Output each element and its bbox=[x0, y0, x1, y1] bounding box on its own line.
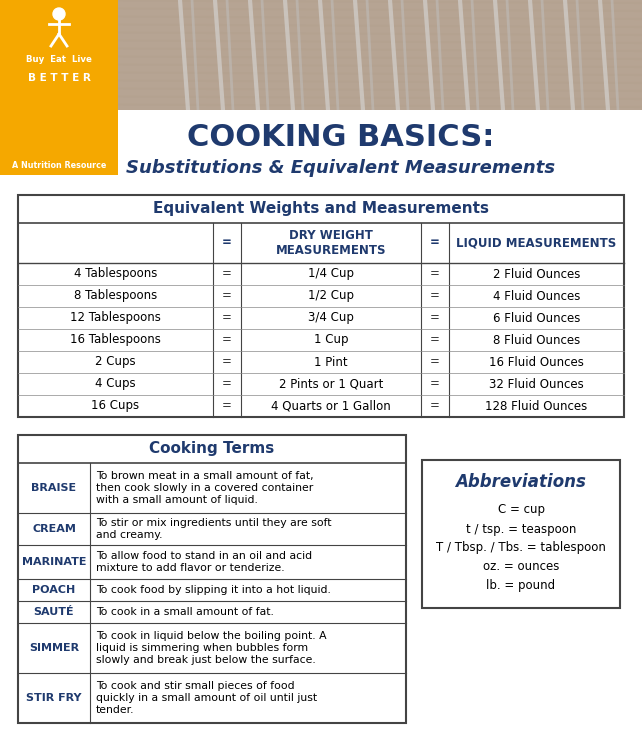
Text: Equivalent Weights and Measurements: Equivalent Weights and Measurements bbox=[153, 202, 489, 217]
Text: 32 Fluid Ounces: 32 Fluid Ounces bbox=[489, 377, 584, 391]
Text: =: = bbox=[222, 400, 232, 412]
Text: oz. = ounces: oz. = ounces bbox=[483, 560, 559, 574]
Text: 4 Tablespoons: 4 Tablespoons bbox=[74, 268, 157, 280]
Text: 128 Fluid Ounces: 128 Fluid Ounces bbox=[485, 400, 587, 412]
Text: =: = bbox=[222, 356, 232, 368]
Text: 12 Tablespoons: 12 Tablespoons bbox=[70, 311, 161, 325]
Text: To cook in liquid below the boiling point. A
liquid is simmering when bubbles fo: To cook in liquid below the boiling poin… bbox=[96, 632, 327, 664]
Text: DRY WEIGHT
MEASUREMENTS: DRY WEIGHT MEASUREMENTS bbox=[276, 229, 386, 257]
Text: 4 Cups: 4 Cups bbox=[95, 377, 136, 391]
Bar bbox=[18, 195, 624, 417]
Text: 8 Fluid Ounces: 8 Fluid Ounces bbox=[493, 334, 580, 346]
Text: 1/2 Cup: 1/2 Cup bbox=[308, 290, 354, 302]
Text: B E T T E R: B E T T E R bbox=[28, 73, 91, 83]
Text: t / tsp. = teaspoon: t / tsp. = teaspoon bbox=[466, 523, 576, 536]
Text: 2 Cups: 2 Cups bbox=[95, 356, 136, 368]
Text: 2 Pints or 1 Quart: 2 Pints or 1 Quart bbox=[279, 377, 383, 391]
Bar bbox=[0, 0, 642, 110]
Text: Cooking Terms: Cooking Terms bbox=[150, 442, 275, 457]
Bar bbox=[0, 110, 642, 195]
Text: LIQUID MEASUREMENTS: LIQUID MEASUREMENTS bbox=[456, 236, 616, 250]
Text: T / Tbsp. / Tbs. = tablespoon: T / Tbsp. / Tbs. = tablespoon bbox=[436, 542, 606, 554]
Text: =: = bbox=[222, 311, 232, 325]
Text: =: = bbox=[222, 290, 232, 302]
Text: lb. = pound: lb. = pound bbox=[487, 580, 555, 592]
Text: A Nutrition Resource: A Nutrition Resource bbox=[12, 160, 106, 170]
Text: 4 Fluid Ounces: 4 Fluid Ounces bbox=[493, 290, 580, 302]
Text: Buy  Eat  Live: Buy Eat Live bbox=[26, 56, 92, 64]
Text: =: = bbox=[222, 268, 232, 280]
Text: MARINATE: MARINATE bbox=[22, 557, 86, 567]
Text: =: = bbox=[430, 268, 440, 280]
Text: POACH: POACH bbox=[32, 585, 76, 595]
Text: =: = bbox=[222, 377, 232, 391]
Circle shape bbox=[53, 8, 65, 20]
Text: =: = bbox=[430, 311, 440, 325]
Text: To cook food by slipping it into a hot liquid.: To cook food by slipping it into a hot l… bbox=[96, 585, 331, 595]
Text: To brown meat in a small amount of fat,
then cook slowly in a covered container
: To brown meat in a small amount of fat, … bbox=[96, 472, 314, 505]
Text: =: = bbox=[430, 236, 440, 250]
Text: =: = bbox=[430, 377, 440, 391]
Text: To cook in a small amount of fat.: To cook in a small amount of fat. bbox=[96, 607, 274, 617]
Text: 3/4 Cup: 3/4 Cup bbox=[308, 311, 354, 325]
Text: =: = bbox=[222, 334, 232, 346]
Text: SIMMER: SIMMER bbox=[29, 643, 79, 653]
Text: To stir or mix ingredients until they are soft
and creamy.: To stir or mix ingredients until they ar… bbox=[96, 518, 331, 540]
Text: Abbreviations: Abbreviations bbox=[456, 473, 586, 491]
Text: =: = bbox=[430, 400, 440, 412]
Text: =: = bbox=[430, 356, 440, 368]
Text: 16 Tablespoons: 16 Tablespoons bbox=[70, 334, 161, 346]
Text: =: = bbox=[222, 236, 232, 250]
Text: 2 Fluid Ounces: 2 Fluid Ounces bbox=[493, 268, 580, 280]
Text: 8 Tablespoons: 8 Tablespoons bbox=[74, 290, 157, 302]
Text: 16 Fluid Ounces: 16 Fluid Ounces bbox=[489, 356, 584, 368]
Text: 4 Quarts or 1 Gallon: 4 Quarts or 1 Gallon bbox=[271, 400, 391, 412]
Text: =: = bbox=[430, 290, 440, 302]
Text: C = cup: C = cup bbox=[498, 503, 544, 517]
Text: 1 Cup: 1 Cup bbox=[314, 334, 348, 346]
Text: To allow food to stand in an oil and acid
mixture to add flavor or tenderize.: To allow food to stand in an oil and aci… bbox=[96, 551, 312, 573]
Text: SAUTÉ: SAUTÉ bbox=[33, 607, 74, 617]
Text: CREAM: CREAM bbox=[32, 524, 76, 534]
Text: STIR FRY: STIR FRY bbox=[26, 693, 82, 703]
Text: To cook and stir small pieces of food
quickly in a small amount of oil until jus: To cook and stir small pieces of food qu… bbox=[96, 682, 317, 715]
Text: 1/4 Cup: 1/4 Cup bbox=[308, 268, 354, 280]
Text: Substitutions & Equivalent Measurements: Substitutions & Equivalent Measurements bbox=[126, 159, 555, 177]
Text: BRAISE: BRAISE bbox=[31, 483, 76, 493]
Bar bbox=[100, 0, 642, 110]
Text: 16 Cups: 16 Cups bbox=[91, 400, 139, 412]
Bar bbox=[18, 435, 406, 723]
Bar bbox=[0, 0, 118, 175]
Text: =: = bbox=[430, 334, 440, 346]
Text: COOKING BASICS:: COOKING BASICS: bbox=[187, 124, 495, 152]
Text: 6 Fluid Ounces: 6 Fluid Ounces bbox=[493, 311, 580, 325]
Text: 1 Pint: 1 Pint bbox=[314, 356, 348, 368]
Bar bbox=[422, 460, 620, 608]
